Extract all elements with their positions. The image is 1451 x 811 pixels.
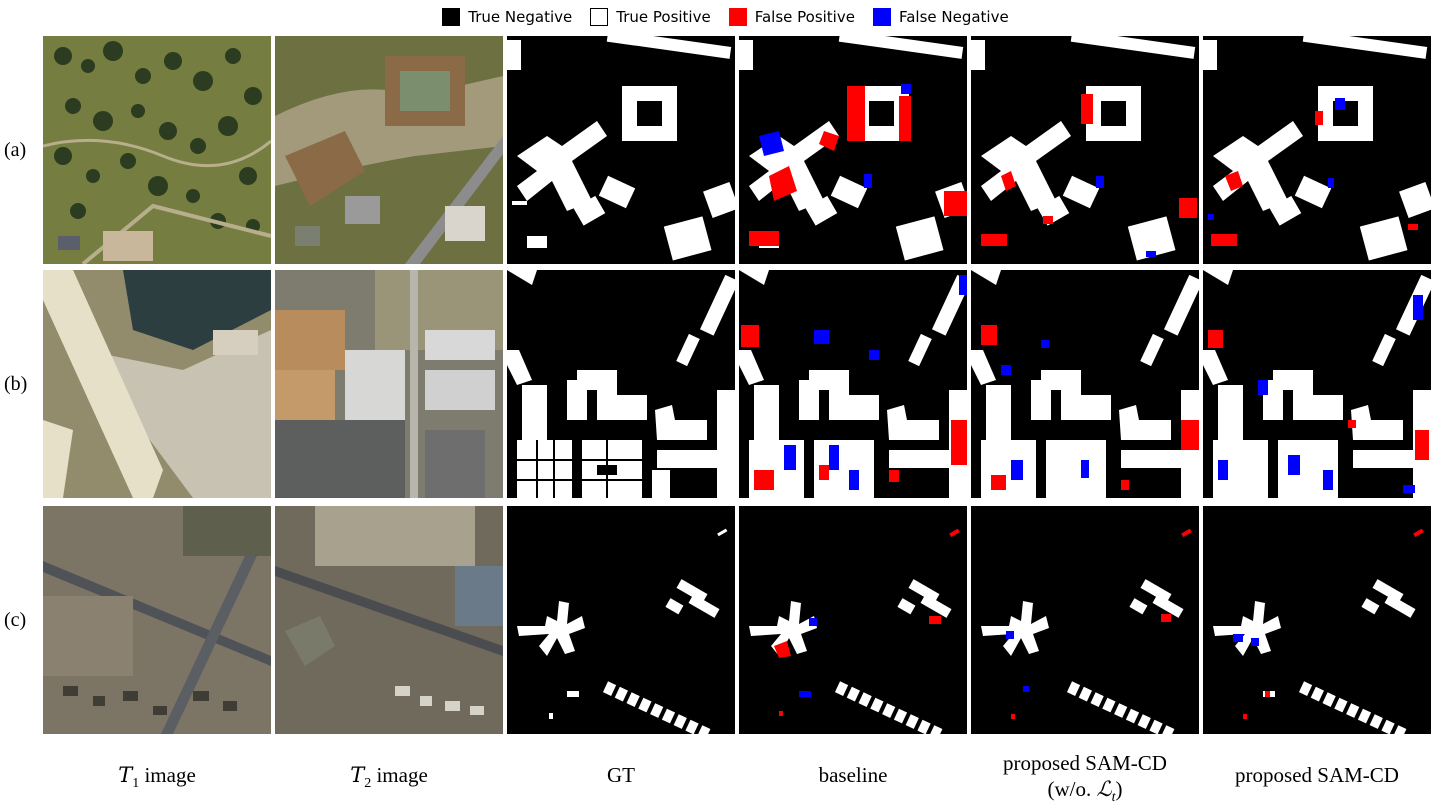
caption-suffix: ) [1115, 777, 1123, 801]
sam-cd-wo-mask-b [971, 270, 1199, 498]
baseline-mask-a [739, 36, 967, 264]
row-b [43, 270, 1433, 498]
caption-sam-cd-wo: proposed SAM-CD (w/o. ℒt) [971, 750, 1199, 811]
caption-loss-symbol: ℒ [1096, 777, 1112, 801]
gt-mask-c [507, 506, 735, 734]
gt-mask-b [507, 270, 735, 498]
false-negative-swatch [872, 8, 891, 26]
caption-text: image [371, 763, 428, 787]
caption-line-1: proposed SAM-CD [1003, 751, 1167, 775]
legend-label: False Positive [754, 8, 855, 26]
caption-text: image [139, 763, 196, 787]
legend-label: False Negative [898, 8, 1009, 26]
false-positive-swatch [728, 8, 747, 26]
sam-cd-mask-b [1203, 270, 1431, 498]
t2-image-c [275, 506, 503, 734]
caption-sub: 1 [132, 776, 140, 792]
caption-sam-cd: proposed SAM-CD [1235, 763, 1399, 787]
t1-image-a [43, 36, 271, 264]
caption-gt: GT [607, 763, 635, 787]
caption-line-2: (w/o. ℒt) [971, 776, 1199, 811]
row-c [43, 506, 1433, 734]
row-label-c: (c) [4, 609, 27, 631]
caption-var: T [118, 763, 133, 787]
true-positive-swatch [590, 8, 609, 26]
legend-label: True Negative [468, 8, 573, 26]
row-label-b: (b) [4, 373, 28, 395]
t1-image-c [43, 506, 271, 734]
baseline-mask-b [739, 270, 967, 498]
t2-image-a [275, 36, 503, 264]
sam-cd-wo-mask-a [971, 36, 1199, 264]
legend-item-false-negative: False Negative [872, 8, 1009, 26]
true-negative-swatch [442, 8, 461, 26]
caption-baseline: baseline [818, 763, 888, 787]
sam-cd-mask-a [1203, 36, 1431, 264]
row-label-a: (a) [4, 139, 27, 161]
caption-loss-sub: t [1111, 790, 1116, 806]
caption-sub: 2 [364, 776, 372, 792]
gt-mask-a [507, 36, 735, 264]
row-a [43, 36, 1433, 264]
legend-label: True Positive [616, 8, 711, 26]
caption-prefix: (w/o. [1047, 777, 1097, 801]
sam-cd-wo-mask-c [971, 506, 1199, 734]
legend-item-true-positive: True Positive [590, 8, 711, 26]
caption-t2-image: T2 image [275, 762, 503, 797]
sam-cd-mask-c [1203, 506, 1431, 734]
caption-t1-image: T1 image [43, 762, 271, 797]
legend-item-false-positive: False Positive [728, 8, 855, 26]
t2-image-b [275, 270, 503, 498]
legend-item-true-negative: True Negative [442, 8, 572, 26]
baseline-mask-c [739, 506, 967, 734]
t1-image-b [43, 270, 271, 498]
legend: True Negative True Positive False Positi… [0, 4, 1451, 30]
caption-var: T [350, 763, 365, 787]
